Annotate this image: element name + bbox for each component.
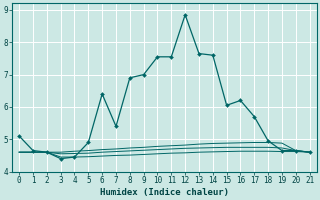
- X-axis label: Humidex (Indice chaleur): Humidex (Indice chaleur): [100, 188, 229, 197]
